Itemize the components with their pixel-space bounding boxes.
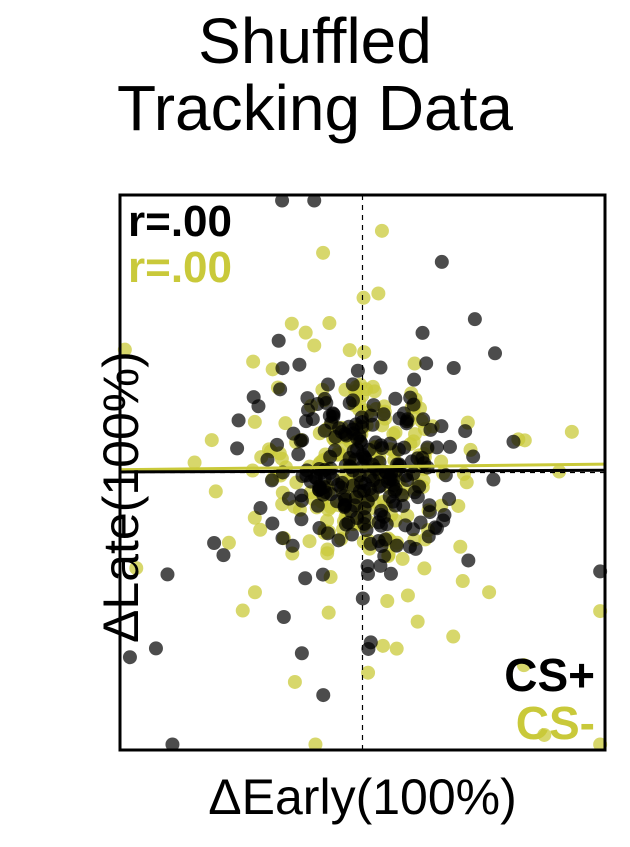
legend-cs-minus: CS- [516, 699, 595, 747]
r-value-cs-minus: r=.00 [128, 245, 232, 291]
r-value-cs-plus: r=.00 [128, 199, 232, 245]
figure-root: Shuffled Tracking Data ΔLate(100%) ΔEarl… [0, 0, 630, 847]
y-axis-label: ΔLate(100%) [92, 351, 150, 643]
legend-cs-plus: CS+ [504, 651, 595, 699]
x-axis-label: ΔEarly(100%) [120, 768, 605, 826]
